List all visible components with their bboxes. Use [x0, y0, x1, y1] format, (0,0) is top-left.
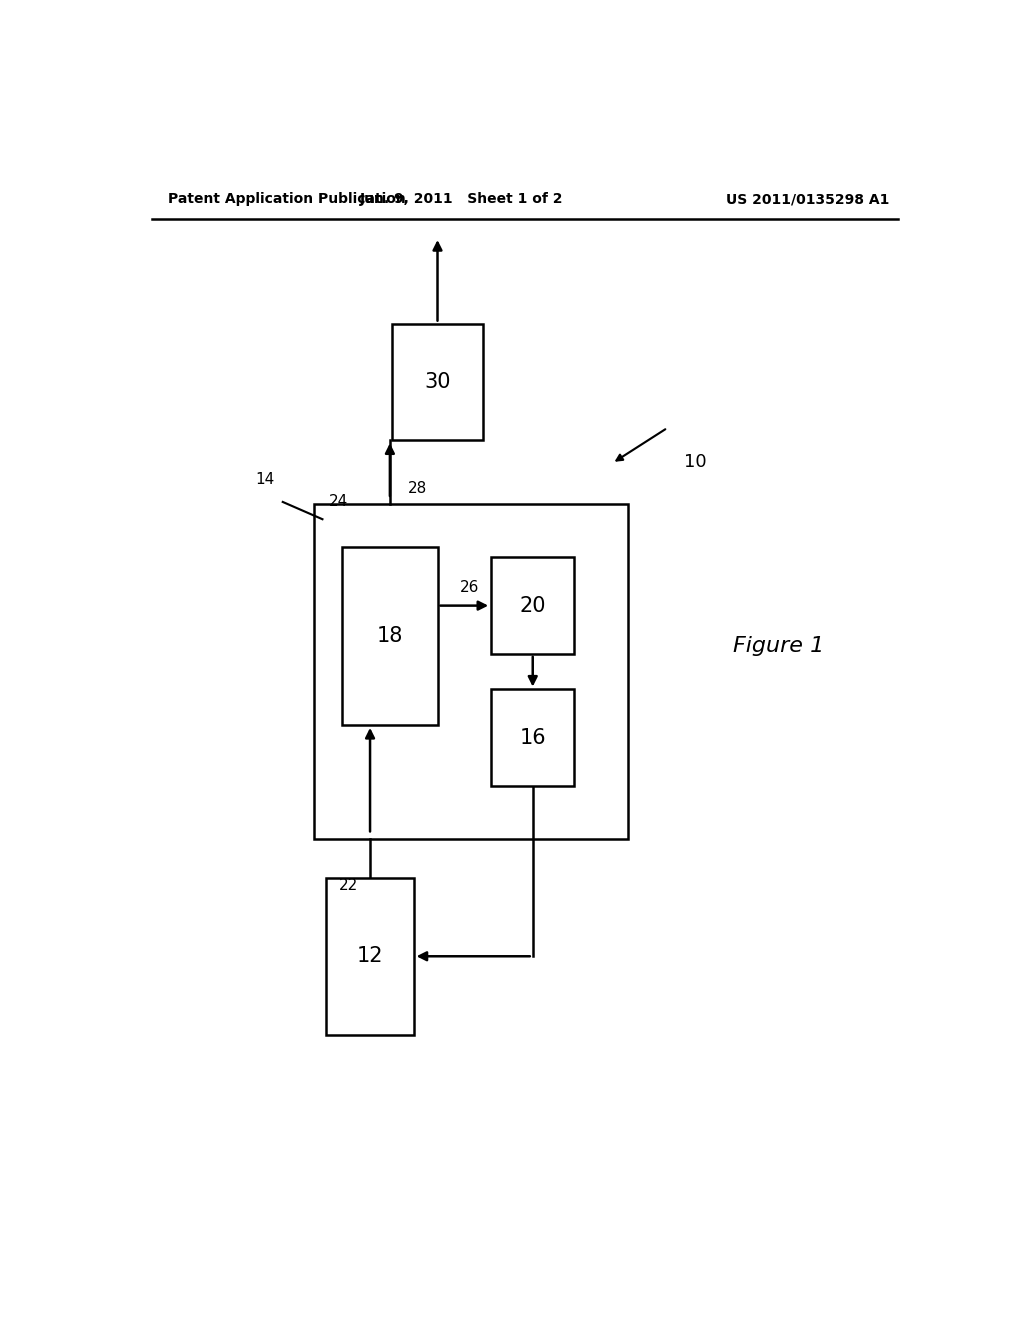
Text: Figure 1: Figure 1 [733, 636, 824, 656]
Text: 10: 10 [684, 453, 707, 471]
Text: US 2011/0135298 A1: US 2011/0135298 A1 [726, 191, 890, 206]
Text: 22: 22 [339, 878, 358, 892]
Bar [492, 689, 574, 785]
Text: Jun. 9, 2011   Sheet 1 of 2: Jun. 9, 2011 Sheet 1 of 2 [359, 191, 563, 206]
Bar [492, 557, 574, 653]
Text: 20: 20 [519, 595, 546, 615]
Text: 16: 16 [519, 727, 546, 747]
Bar [342, 548, 437, 725]
Text: 18: 18 [377, 626, 403, 645]
Text: 24: 24 [329, 494, 348, 510]
Bar [327, 878, 414, 1035]
Text: 14: 14 [256, 471, 274, 487]
Bar [392, 323, 483, 441]
Text: 26: 26 [460, 581, 479, 595]
Text: 28: 28 [409, 480, 427, 496]
Text: 12: 12 [356, 946, 383, 966]
Bar [314, 504, 628, 840]
Text: 30: 30 [424, 372, 451, 392]
Text: Patent Application Publication: Patent Application Publication [168, 191, 406, 206]
